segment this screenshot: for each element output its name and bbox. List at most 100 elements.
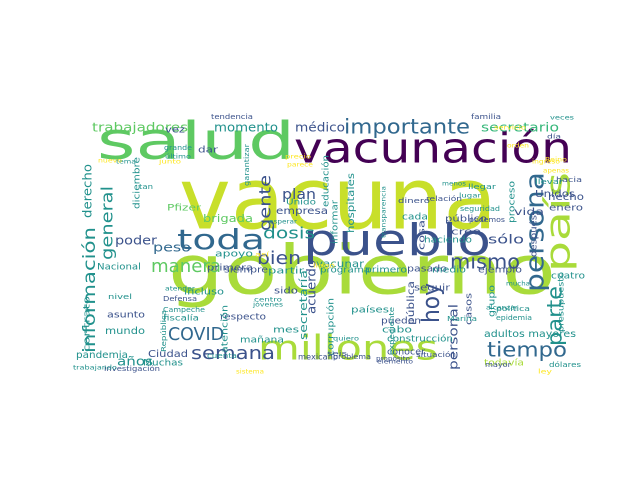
word-partir: partir: [268, 267, 304, 277]
word-hospitales: hospitales: [346, 173, 357, 233]
word-ley: ley: [538, 369, 553, 376]
word-ingreso: ingreso: [532, 159, 560, 166]
word-unidos: Unidos: [535, 189, 575, 200]
word-secretario: secretario: [481, 121, 559, 135]
word-tendencia: tendencia: [211, 113, 253, 121]
word-seguridad: seguridad: [460, 205, 500, 213]
word-campeche: Campeche: [163, 306, 205, 314]
word-nuevo: nuevo: [98, 158, 122, 165]
word-fiscalia: fiscalía: [163, 314, 199, 323]
word-mundo: mundo: [105, 326, 145, 337]
word-corrupcion: corrupción: [326, 298, 337, 356]
word-servicio: servicio: [494, 125, 526, 132]
word-jovenes: jóvenes: [252, 302, 283, 309]
word-solo: sólo: [488, 233, 524, 247]
word-conocer: conocer: [387, 348, 425, 358]
word-proposito: propósito: [376, 356, 410, 363]
word-dia: día: [547, 134, 561, 141]
word-derecho: derecho: [81, 164, 95, 218]
word-centro: centro: [254, 297, 282, 304]
word-elemento: elemento: [377, 359, 413, 366]
word-mayor: mayor: [485, 361, 511, 369]
word-mucha: mucha: [506, 281, 530, 288]
word-epidemia: epidemia: [496, 314, 532, 322]
word-familia: familia: [471, 113, 501, 121]
word-llegar: llegar: [468, 183, 496, 191]
word-paises: países: [351, 306, 389, 316]
word-apenas: apenas: [543, 168, 569, 175]
word-toda: toda: [177, 223, 265, 256]
word-vez: vez: [165, 126, 185, 136]
word-dolares: dólares: [549, 361, 581, 369]
word-mismo: mismo: [450, 250, 520, 274]
word-despues: después: [529, 215, 540, 257]
word-atender: atender: [165, 286, 196, 293]
word-persona: persona: [521, 172, 551, 292]
word-informar: informar: [331, 200, 341, 244]
word-publico: público: [445, 215, 488, 225]
word-vacuna: vacuna: [179, 149, 497, 249]
words-layer: vacuna gobierno vacunación salud pueblo …: [73, 112, 586, 376]
word-primera: primera: [207, 264, 253, 274]
word-brigada: brigada: [203, 212, 253, 225]
word-hacia: hacia: [556, 176, 582, 184]
word-quiero: quiero: [333, 336, 359, 343]
word-trabajando: trabajando: [73, 365, 117, 372]
word-pueden: pueden: [381, 317, 421, 327]
word-todavia: todavía: [484, 359, 524, 369]
word-apoyo: apoyo: [215, 250, 254, 260]
word-reino: Reino: [545, 157, 567, 164]
word-adultos-mayores: adultos mayores: [484, 329, 576, 340]
word-atencion: atención: [220, 305, 231, 353]
word-programa: programa: [320, 266, 370, 276]
word-educacion: educación: [321, 155, 332, 207]
word-trabajadores: trabajadores: [92, 121, 188, 135]
word-defensa: Defensa: [163, 295, 197, 303]
word-bien: bien: [257, 248, 301, 269]
word-expediente: expediente: [388, 307, 396, 355]
word-dar: dar: [198, 146, 218, 156]
word-medio: medio: [432, 266, 467, 276]
word-sido: sido: [274, 287, 299, 297]
word-orden: orden: [507, 143, 529, 150]
word-pais: país: [539, 172, 579, 272]
word-alcanzar: alcanzar: [486, 305, 519, 312]
word-republica: República: [160, 310, 168, 352]
word-nivel: nivel: [108, 293, 132, 301]
word-lugar: lugar: [459, 193, 482, 200]
word-vacunar: vacunar: [316, 259, 365, 270]
word-gobierno: gobierno: [168, 232, 556, 311]
word-momento: momento: [214, 121, 278, 135]
word-haciendo: haciendo: [424, 236, 473, 246]
word-seguir: seguir: [414, 284, 450, 294]
word-gente: gente: [256, 175, 275, 231]
word-medico: médico: [295, 121, 345, 135]
word-politica: política: [496, 305, 530, 313]
word-parte: parte: [543, 286, 567, 346]
word-menos: menos: [442, 181, 466, 188]
word-respecto: respecto: [220, 313, 267, 323]
word-poder: poder: [115, 234, 157, 248]
word-investigacion: investigación: [104, 365, 160, 373]
word-publica: pública: [405, 281, 417, 325]
word-general: general: [98, 186, 117, 260]
word-pfizer: Pfizer: [167, 204, 201, 214]
word-situacion: situación: [416, 351, 456, 359]
word-mes: mes: [273, 326, 299, 336]
word-creo: creo: [451, 228, 482, 238]
word-presupuesto: presupuesto: [557, 272, 566, 332]
word-proceso: proceso: [508, 180, 518, 223]
word-grande: grande: [164, 144, 192, 152]
word-asunto: asunto: [107, 311, 146, 321]
word-dosis: dosis: [263, 224, 315, 243]
word-hecho: hecho: [548, 192, 584, 203]
word-ejemplo: ejemplo: [478, 266, 523, 276]
word-transparencia: transparencia: [381, 186, 388, 238]
word-incluso: incluso: [184, 288, 225, 298]
word-personal: personal: [447, 304, 461, 370]
word-ultimo: último: [165, 154, 191, 161]
word-mexicano: mexicano: [298, 353, 338, 362]
word-relacion: relación: [426, 195, 462, 203]
